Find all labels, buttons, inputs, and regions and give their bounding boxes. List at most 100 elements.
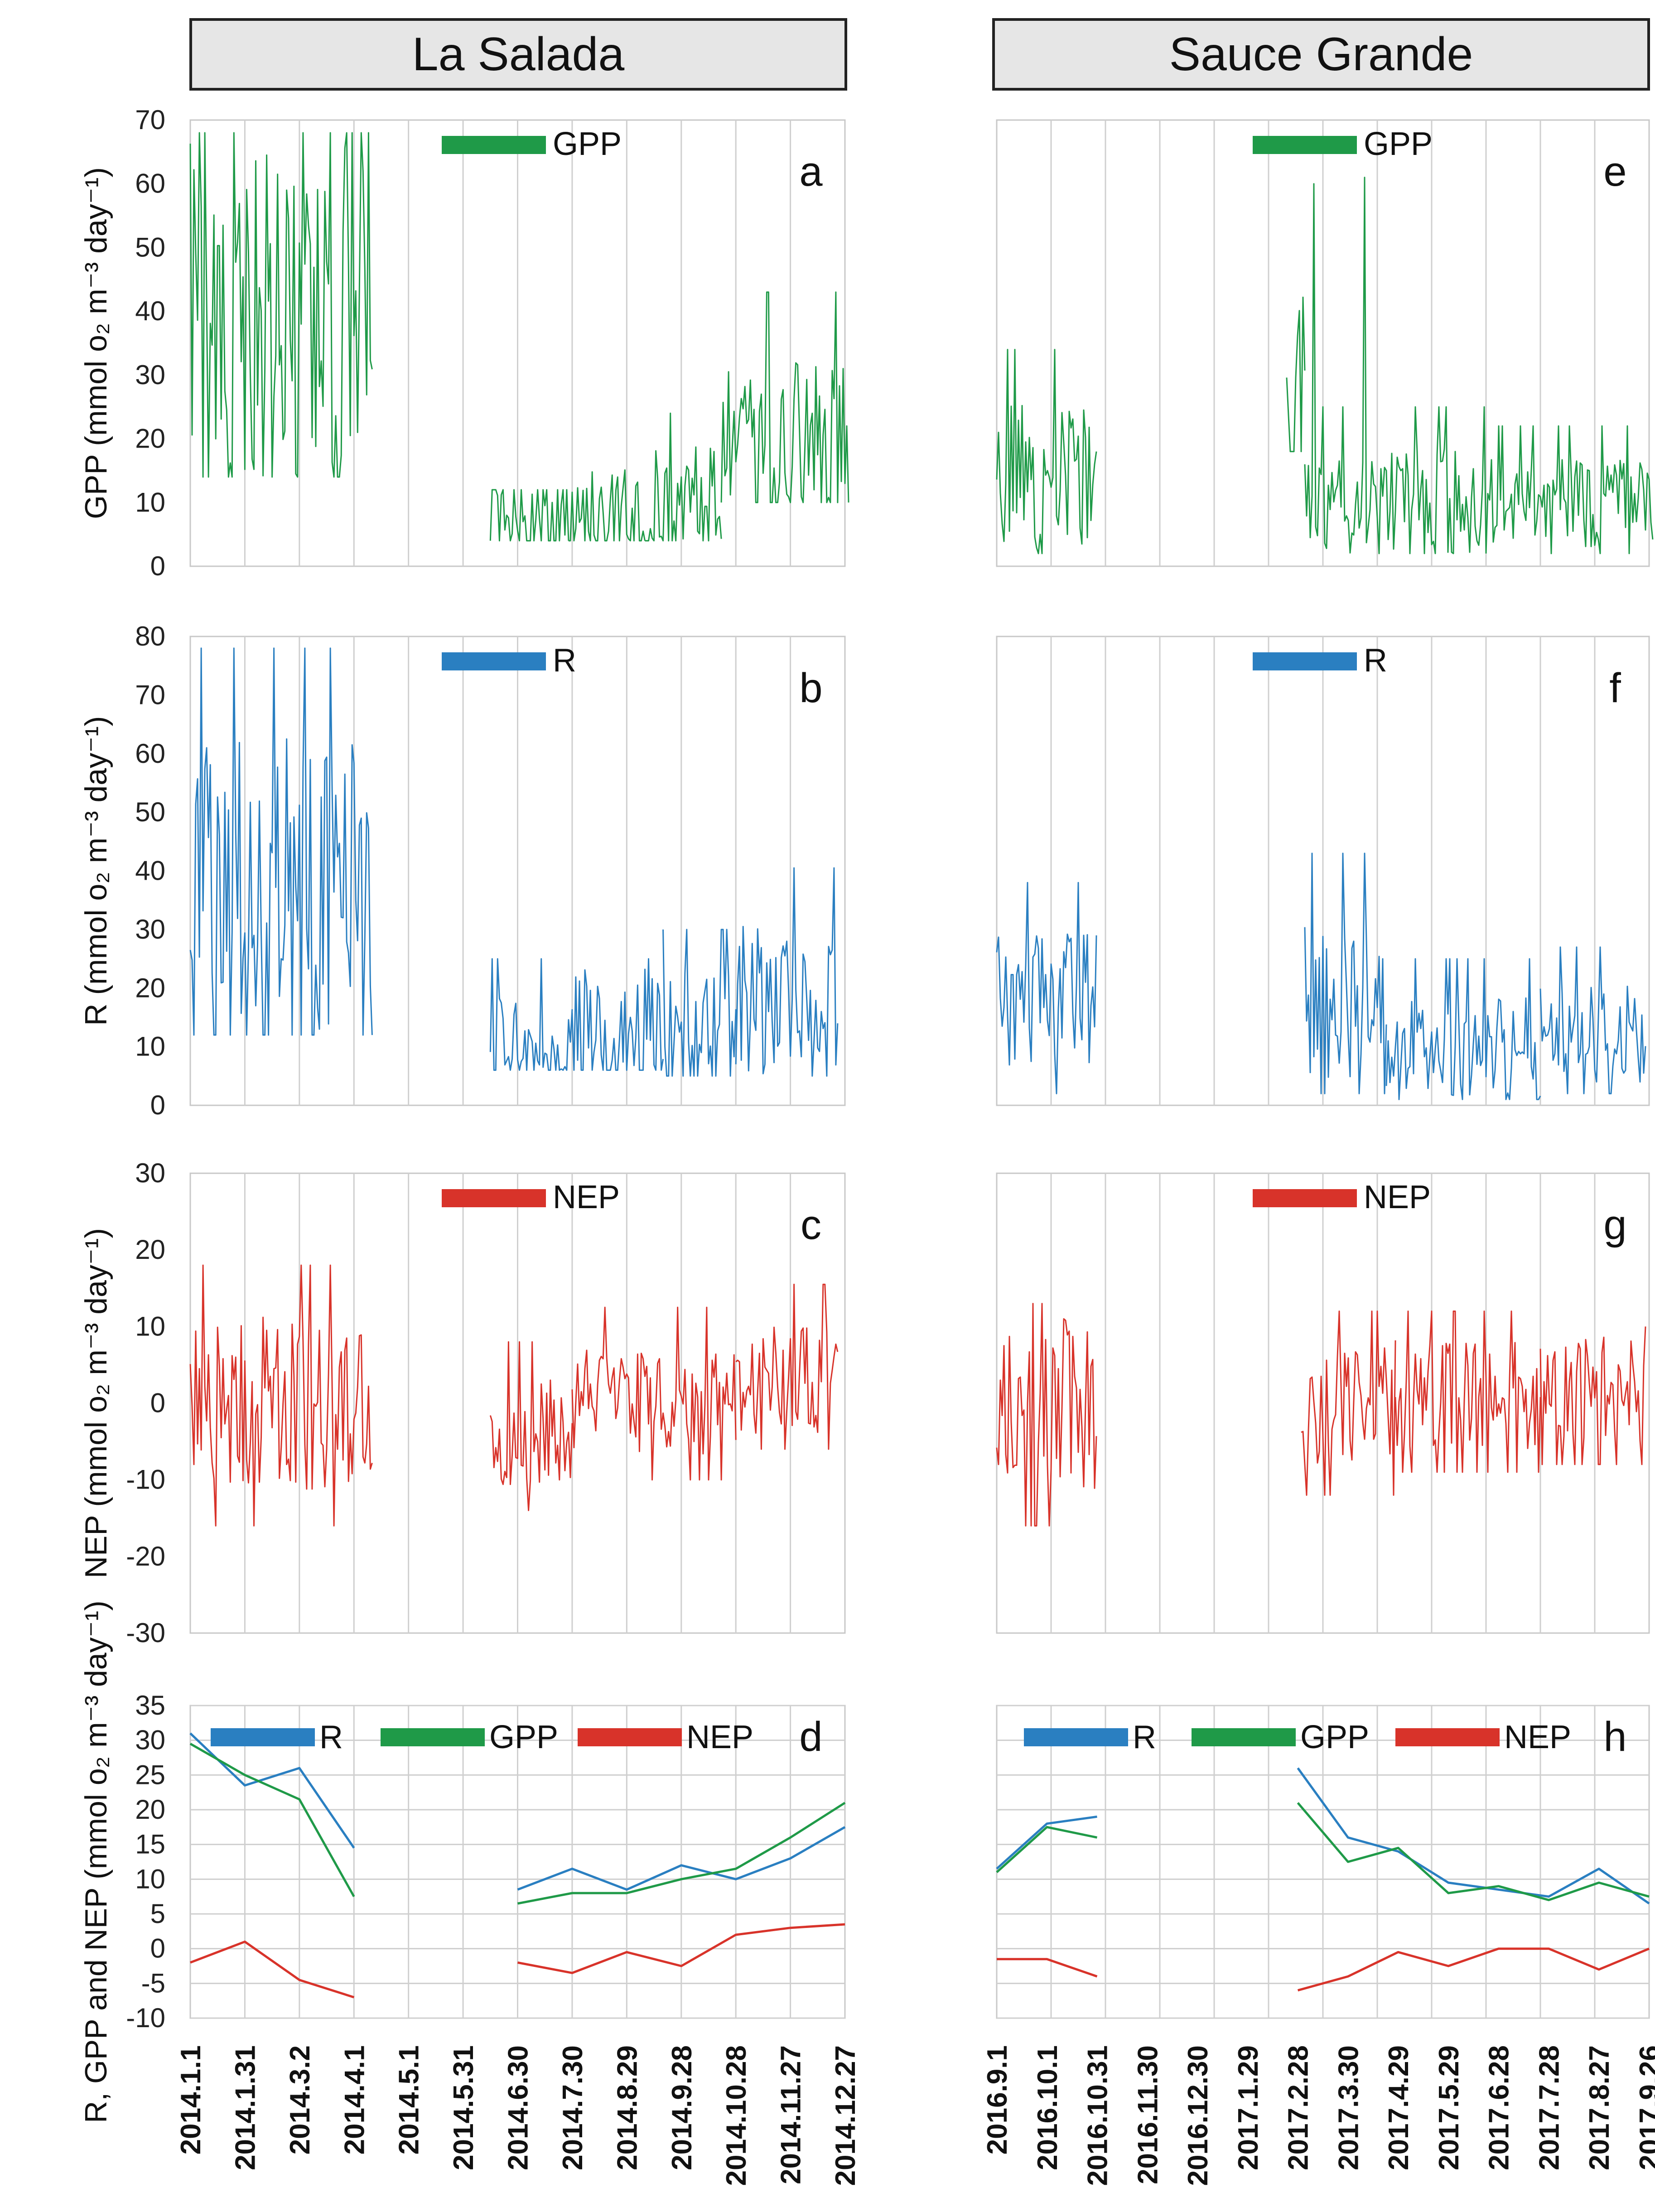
series-line-r bbox=[189, 647, 839, 1077]
legend-swatch bbox=[211, 1728, 315, 1746]
legend-swatch bbox=[442, 652, 546, 670]
y-axis-label: NEP (mmol o₂ m⁻³ day⁻¹) bbox=[79, 1228, 113, 1578]
legend-label: NEP bbox=[686, 1719, 753, 1755]
site-title-sauce-grande: Sauce Grande bbox=[992, 18, 1650, 91]
series-line-r bbox=[996, 853, 1646, 1100]
x-tick-label: 2014.1.1 bbox=[175, 2045, 207, 2154]
legend-swatch bbox=[1253, 136, 1357, 154]
panel-letter: g bbox=[1603, 1202, 1626, 1248]
y-tick-label: 15 bbox=[135, 1829, 165, 1860]
x-tick-label: 2014.5.1 bbox=[394, 2045, 425, 2154]
panel-f: fR bbox=[996, 636, 1650, 1106]
y-tick-label: 20 bbox=[135, 973, 165, 1003]
panel-letter: a bbox=[799, 149, 823, 195]
panel-letter: b bbox=[799, 665, 822, 711]
x-tick-label: 2016.10.31 bbox=[1082, 2045, 1114, 2186]
x-tick-label: 2017.3.30 bbox=[1333, 2045, 1364, 2170]
x-tick-label: 2014.3.2 bbox=[285, 2045, 316, 2154]
series-line-gpp bbox=[189, 1743, 846, 1905]
x-tick-label: 2017.5.29 bbox=[1433, 2045, 1465, 2170]
x-tick-label: 2017.9.26 bbox=[1634, 2045, 1655, 2170]
x-tick-label: 2017.2.28 bbox=[1283, 2045, 1314, 2170]
y-tick-label: 30 bbox=[135, 914, 165, 945]
legend-label: NEP bbox=[553, 1179, 620, 1215]
y-tick-label: -30 bbox=[126, 1618, 165, 1648]
panel-h: h R GPP NEP 2016.9.1 2016.10.1 2016.10.31 2016.… bbox=[982, 1705, 1655, 2186]
x-tick-label: 2014.4.1 bbox=[339, 2045, 370, 2154]
legend-swatch bbox=[442, 1189, 546, 1207]
x-tick-label: 2014.8.29 bbox=[612, 2045, 643, 2170]
x-tick-label: 2014.6.30 bbox=[503, 2045, 534, 2170]
legend-label: GPP bbox=[1300, 1719, 1369, 1755]
y-tick-label: 30 bbox=[135, 1158, 165, 1188]
y-tick-label: 80 bbox=[135, 621, 165, 651]
legend-label: R bbox=[1133, 1719, 1156, 1755]
site-title-la-salada: La Salada bbox=[189, 18, 847, 91]
y-tick-label: 30 bbox=[135, 360, 165, 390]
y-tick-label: -5 bbox=[141, 1968, 165, 1998]
legend-swatch bbox=[1024, 1728, 1128, 1746]
legend-swatch bbox=[1253, 652, 1357, 670]
legend-label: GPP bbox=[1364, 126, 1433, 162]
legend-swatch bbox=[1253, 1189, 1357, 1207]
y-tick-label: 60 bbox=[135, 738, 165, 769]
y-tick-label: 20 bbox=[135, 1234, 165, 1265]
x-tick-label: 2017.4.29 bbox=[1383, 2045, 1414, 2170]
y-axis-label: R (mmol o₂ m⁻³ day⁻¹) bbox=[79, 716, 113, 1026]
y-tick-label: 70 bbox=[135, 105, 165, 135]
x-tick-label: 2016.12.30 bbox=[1182, 2045, 1214, 2186]
y-tick-label: 50 bbox=[135, 232, 165, 262]
legend-swatch bbox=[381, 1728, 485, 1746]
x-tick-label: 2016.11.30 bbox=[1132, 2045, 1163, 2184]
y-tick-label: 10 bbox=[135, 1864, 165, 1894]
y-tick-label: 50 bbox=[135, 797, 165, 827]
x-tick-label: 2017.6.28 bbox=[1484, 2045, 1515, 2170]
legend-swatch bbox=[442, 136, 546, 154]
site-title-la-salada-text: La Salada bbox=[412, 28, 625, 81]
x-tick-label: 2014.5.31 bbox=[448, 2045, 479, 2170]
legend-label: NEP bbox=[1364, 1179, 1431, 1215]
series-line-nep bbox=[996, 1303, 1646, 1527]
y-tick-label: 40 bbox=[135, 856, 165, 886]
y-tick-label: 0 bbox=[150, 1388, 165, 1418]
x-tick-label: 2014.1.31 bbox=[230, 2045, 261, 2170]
y-tick-label: 0 bbox=[150, 1090, 165, 1120]
legend-label: GPP bbox=[553, 126, 622, 162]
series-line-nep bbox=[189, 1264, 839, 1527]
legend-swatch bbox=[1192, 1728, 1296, 1746]
y-tick-label: -20 bbox=[126, 1541, 165, 1571]
y-tick-label: 10 bbox=[135, 1031, 165, 1062]
x-tick-label: 2016.9.1 bbox=[982, 2045, 1013, 2154]
x-tick-label: 2016.10.1 bbox=[1032, 2045, 1063, 2170]
legend-label: R bbox=[319, 1719, 343, 1755]
series-line-gpp bbox=[996, 177, 1654, 554]
y-tick-label: 30 bbox=[135, 1725, 165, 1755]
panel-letter: d bbox=[799, 1714, 822, 1760]
legend-swatch bbox=[578, 1728, 682, 1746]
series-line-r bbox=[996, 1767, 1650, 1905]
y-tick-label: 10 bbox=[135, 487, 165, 517]
panel-d: -10 -5 0 5 10 15 20 25 30 35 R, GPP and NEP (mmol … bbox=[79, 1600, 861, 2186]
y-axis-label: R, GPP and NEP (mmol o₂ m⁻³ day⁻¹) bbox=[79, 1600, 113, 2123]
series-line-nep bbox=[997, 1947, 1650, 1992]
panel-letter: f bbox=[1609, 665, 1621, 711]
y-tick-label: 20 bbox=[135, 424, 165, 454]
y-tick-label: -10 bbox=[126, 1465, 165, 1495]
x-tick-label: 2014.9.28 bbox=[666, 2045, 698, 2170]
legend-label: R bbox=[1364, 642, 1387, 679]
y-tick-label: 60 bbox=[135, 169, 165, 199]
site-title-sauce-grande-text: Sauce Grande bbox=[1169, 28, 1473, 81]
y-tick-label: 35 bbox=[135, 1690, 165, 1720]
x-tick-label: 2017.1.29 bbox=[1233, 2045, 1264, 2170]
y-tick-label: -10 bbox=[126, 2003, 165, 2033]
y-axis-label: GPP (mmol o₂ m⁻³ day⁻¹) bbox=[79, 167, 113, 519]
x-tick-label: 2014.7.30 bbox=[557, 2045, 589, 2170]
series-line-nep bbox=[190, 1923, 845, 1999]
panel-b: 0 10 20 30 40 50 60 70 80 R (mmol o₂ m⁻³ day⁻¹) b R bbox=[79, 621, 846, 1120]
y-tick-label: 20 bbox=[135, 1794, 165, 1825]
x-tick-label: 2014.11.27 bbox=[776, 2045, 807, 2184]
panel-letter: c bbox=[801, 1202, 821, 1248]
panel-letter: e bbox=[1603, 149, 1626, 195]
y-tick-label: 25 bbox=[135, 1759, 165, 1790]
